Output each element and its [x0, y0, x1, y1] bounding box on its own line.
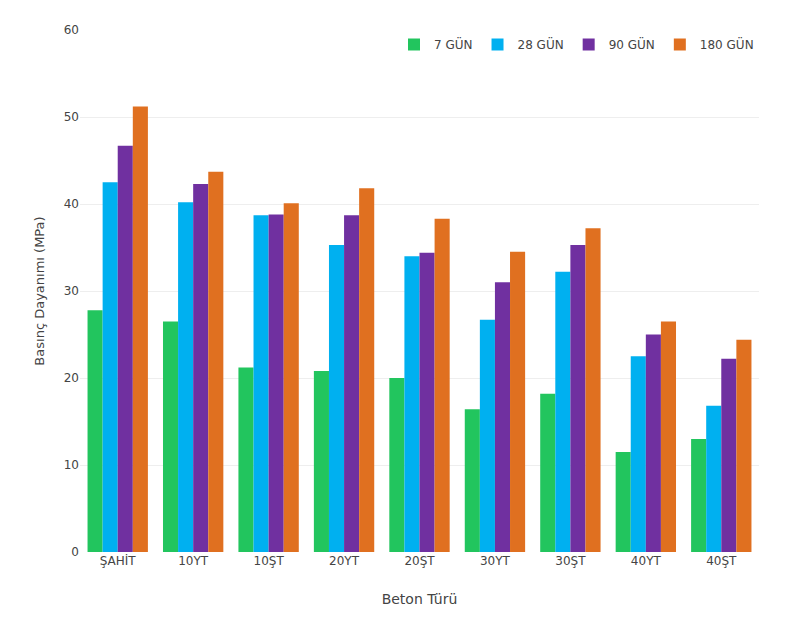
svg-text:10: 10 [64, 458, 79, 472]
svg-text:Beton Türü: Beton Türü [382, 591, 458, 607]
svg-text:60: 60 [64, 23, 79, 37]
svg-text:Basınç Dayanımı (MPa): Basınç Dayanımı (MPa) [32, 216, 47, 365]
svg-text:40: 40 [64, 197, 79, 211]
svg-text:20ŞT: 20ŞT [404, 554, 435, 568]
svg-text:20: 20 [64, 371, 79, 385]
svg-text:30YT: 30YT [480, 554, 511, 568]
svg-text:40ŞT: 40ŞT [706, 554, 737, 568]
svg-text:20YT: 20YT [329, 554, 360, 568]
svg-text:10YT: 10YT [178, 554, 209, 568]
svg-text:28 GÜN: 28 GÜN [518, 36, 564, 52]
svg-text:0: 0 [71, 545, 79, 559]
svg-text:40YT: 40YT [631, 554, 662, 568]
svg-text:90 GÜN: 90 GÜN [609, 36, 655, 52]
svg-text:30: 30 [64, 284, 79, 298]
svg-text:ŞAHİT: ŞAHİT [100, 553, 137, 568]
svg-text:50: 50 [64, 110, 79, 124]
svg-text:30ŞT: 30ŞT [555, 554, 586, 568]
svg-text:10ŞT: 10ŞT [254, 554, 285, 568]
svg-text:7 GÜN: 7 GÜN [434, 36, 473, 52]
svg-text:180 GÜN: 180 GÜN [700, 36, 754, 52]
